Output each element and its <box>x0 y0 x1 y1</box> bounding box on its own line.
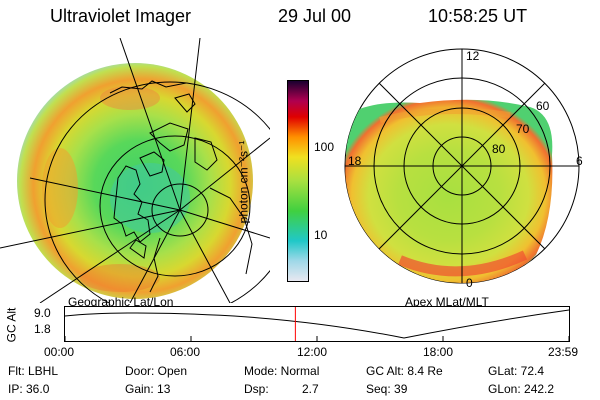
mlat-label-60: 60 <box>536 99 550 113</box>
geographic-map <box>0 38 270 303</box>
status-glon: GLon: 242.2 <box>488 382 555 396</box>
status-gain: Gain: 13 <box>125 382 171 396</box>
status-mode: Mode: Normal <box>244 364 320 378</box>
status-gc-alt: GC Alt: 8.4 Re <box>366 364 443 378</box>
time-label: 10:58:25 UT <box>428 6 528 26</box>
mlt-grid <box>345 49 579 283</box>
app-title: Ultraviolet Imager <box>50 6 192 26</box>
xtick-1800: 18:00 <box>423 345 454 359</box>
status-dsp-label: Dsp: <box>244 382 269 396</box>
date-label: 29 Jul 00 <box>278 6 352 26</box>
altitude-plot <box>64 306 570 342</box>
altitude-xticks <box>64 336 570 342</box>
status-ip: IP: 36.0 <box>8 382 50 396</box>
colorbar <box>287 80 309 282</box>
left-map-caption: Geographic Lat/Lon <box>68 295 174 309</box>
xtick-2359: 23:59 <box>548 345 579 359</box>
altitude-ytick-low: 1.8 <box>34 322 51 336</box>
xtick-0600: 06:00 <box>170 345 201 359</box>
latitude-grid <box>44 81 270 303</box>
colorbar-unit-label: photon cm⁻²s⁻¹ <box>236 140 251 224</box>
altitude-ytick-high: 9.0 <box>34 306 51 320</box>
xtick-1200: 12:00 <box>297 345 328 359</box>
mlat-label-70: 70 <box>516 122 530 136</box>
colorbar-tick-100: 100 <box>314 140 335 154</box>
status-seq: Seq: 39 <box>366 382 408 396</box>
altitude-curve <box>64 309 570 339</box>
status-dsp-value: 2.7 <box>302 382 319 396</box>
mlat-label-80: 80 <box>492 142 506 156</box>
magnetic-map: 12 18 6 0 60 70 80 <box>344 48 583 290</box>
coastlines <box>109 80 253 293</box>
mlt-label-12: 12 <box>466 49 480 63</box>
status-filter: Flt: LBHL <box>8 364 59 378</box>
mlt-label-0: 0 <box>466 276 473 290</box>
right-map-caption: Apex MLat/MLT <box>405 295 489 309</box>
mlt-label-18: 18 <box>348 154 362 168</box>
longitude-grid <box>0 38 270 303</box>
altitude-ylabel: GC Alt <box>4 307 19 343</box>
status-glat: GLat: 72.4 <box>488 364 545 378</box>
colorbar-tick-10: 10 <box>314 228 328 242</box>
status-door: Door: Open <box>125 364 188 378</box>
xtick-0000: 00:00 <box>44 345 75 359</box>
mlt-label-6: 6 <box>576 154 583 168</box>
